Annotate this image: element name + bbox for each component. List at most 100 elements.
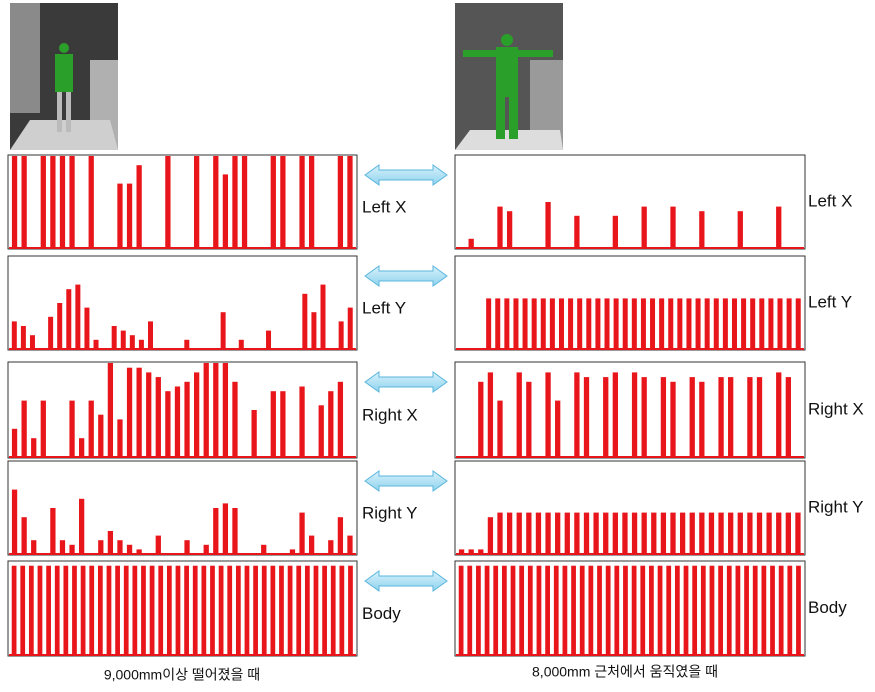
signal-bar [705,298,710,349]
signal-bar [692,566,697,655]
signal-bar [127,368,132,457]
signal-bar [574,216,579,248]
signal-bar [779,566,784,655]
signal-bar [759,298,764,349]
signal-bar [714,298,719,349]
signal-bar [236,566,241,655]
signal-bar [486,298,491,349]
figure: Left XLeft XLeft YLeft YRight XRight XRi… [0,0,875,687]
signal-bar [75,285,80,349]
signal-bar [270,566,275,655]
signal-bar [30,335,35,349]
signal-bar [31,438,36,457]
signal-bar [98,566,103,655]
signal-bar [545,202,550,248]
signal-bar [459,566,464,655]
signal-bar [48,317,53,349]
row-label: Right Y [808,497,863,516]
signal-bar [314,566,319,655]
signal-bar [747,513,752,554]
signal-bar [117,419,122,457]
signal-bar [158,566,163,655]
signal-bar [12,156,17,248]
signal-bar [659,298,664,349]
signal-bar [757,513,762,554]
signal-bar [156,536,161,554]
signal-bar [641,298,646,349]
signal-bar [148,321,153,349]
caption: 9,000mm이상 떨어졌을 때 [104,667,260,683]
signal-bar [488,372,493,457]
signal-bar [81,566,86,655]
signal-bar [331,566,336,655]
signal-bar [699,382,704,457]
signal-bar [504,298,509,349]
signal-bar [262,566,267,655]
signal-bar [184,340,189,349]
signal-bar [221,312,226,349]
signal-bar [699,513,704,554]
signal-bar [89,156,94,248]
signal-bar [488,517,493,554]
signal-bar [89,566,94,655]
signal-bar [219,566,224,655]
signal-bar [239,340,244,349]
signal-bar [565,513,570,554]
signal-bar [571,566,576,655]
signal-bar [738,211,743,248]
signal-bar [280,156,285,248]
signal-bar [670,382,675,457]
signal-bar [94,340,99,349]
signal-bar [469,239,474,248]
signal-bar [574,372,579,457]
signal-bar [41,156,46,248]
signal-bar [632,298,637,349]
signal-bar [776,207,781,248]
signal-bar [245,566,250,655]
signal-bar [675,566,680,655]
signal-bar [526,382,531,457]
signal-bar [305,566,310,655]
signal-bar [55,566,60,655]
signal-bar [117,184,122,248]
signal-bar [511,566,516,655]
signal-bar [69,156,74,248]
signal-bar [232,156,237,248]
signal-bar [513,298,518,349]
signal-bar [213,363,218,457]
signal-bar [584,513,589,554]
signal-bar [193,566,198,655]
caption: 8,000mm 근처에서 움직였을 때 [532,664,718,680]
signal-bar [348,566,353,655]
row-label: Right X [362,405,418,424]
signal-bar [210,566,215,655]
signal-bar [580,566,585,655]
signal-bar [184,382,189,457]
row-label: Body [362,604,401,623]
signal-bar [753,566,758,655]
row-label: Left Y [362,298,406,317]
signal-bar [614,298,619,349]
signal-bar [519,566,524,655]
signal-bar [271,156,276,248]
row-label: Right Y [362,503,417,522]
signal-bar [736,566,741,655]
signal-bar [137,165,142,248]
signal-bar [668,298,673,349]
signal-bar [650,298,655,349]
signal-bar [559,298,564,349]
signal-bar [614,566,619,655]
signal-bar [670,513,675,554]
signal-bar [167,566,172,655]
signal-bar [108,531,113,554]
signal-bar [271,391,276,457]
signal-bar [176,566,181,655]
signal-bar [467,566,472,655]
signal-bar [666,566,671,655]
signal-bar [150,566,155,655]
signal-bar [766,513,771,554]
signal-bar [194,372,199,457]
signal-bar [545,372,550,457]
signal-bar [651,513,656,554]
row-label: Left Y [808,292,852,311]
